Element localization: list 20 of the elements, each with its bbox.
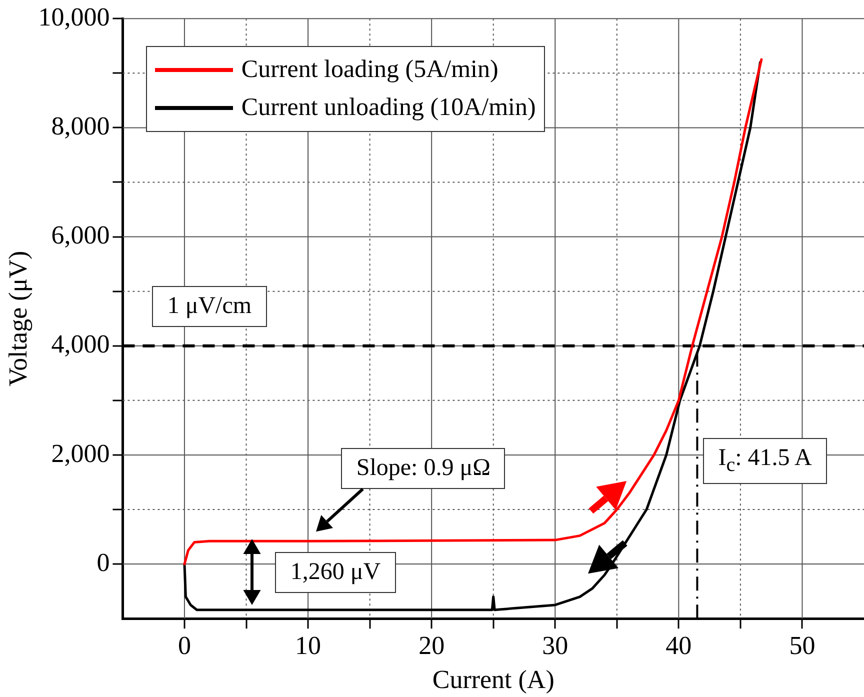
x-tick-label: 20 xyxy=(418,631,445,660)
y-axis-title: Voltage (μV) xyxy=(3,250,32,386)
ref-line-label: I$_{c}$: 41.5 A xyxy=(703,438,827,484)
y-tick-label: 2,000 xyxy=(51,438,110,468)
legend-label: Current unloading (10A/min) xyxy=(241,94,536,122)
y-tick-label: 8,000 xyxy=(51,112,110,141)
ref-line-label: 1 μV/cm xyxy=(152,286,267,327)
y-tick-label: 6,000 xyxy=(51,220,110,250)
y-tick-label: 0 xyxy=(96,548,110,577)
x-tick-label: 50 xyxy=(789,631,816,660)
y-tick-label: 4,000 xyxy=(51,330,110,359)
x-axis-title: Current (A) xyxy=(432,665,554,694)
legend-label: Current loading (5A/min) xyxy=(241,56,498,84)
annotation: 1,260 μV xyxy=(275,552,396,593)
annotation: Slope: 0.9 μΩ xyxy=(341,448,506,490)
x-tick-label: 10 xyxy=(295,631,322,660)
x-tick-label: 40 xyxy=(666,631,692,660)
x-tick-label: 0 xyxy=(178,631,191,660)
x-tick-label: 30 xyxy=(542,631,568,660)
y-tick-label: 10,000 xyxy=(38,2,110,32)
